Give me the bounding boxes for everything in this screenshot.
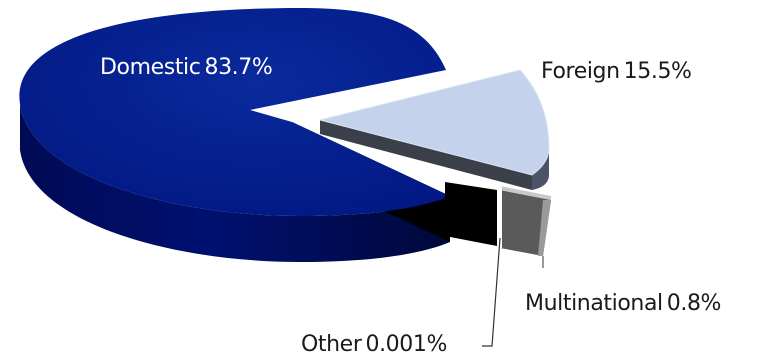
slice-foreign-side-cut <box>320 120 532 190</box>
label-domestic: Domestic 83.7% <box>100 55 272 80</box>
slice-other-face <box>445 182 497 246</box>
slice-foreign <box>319 69 550 190</box>
slice-domestic-top <box>19 8 450 216</box>
slice-multinational-side <box>500 190 551 256</box>
slice-multinational-edge <box>538 200 551 256</box>
slice-domestic <box>19 8 450 262</box>
label-other: Other 0.001% <box>301 332 447 357</box>
slice-foreign-side-rim <box>532 150 549 190</box>
slice-multinational-top <box>500 186 551 200</box>
slice-foreign-top <box>319 69 550 176</box>
slice-other-edge <box>497 186 502 248</box>
slice-other <box>445 182 502 248</box>
label-foreign: Foreign 15.5% <box>541 59 692 84</box>
label-multinational: Multinational 0.8% <box>525 291 721 316</box>
leader-line-other <box>482 237 501 347</box>
slice-domestic-side <box>20 104 450 262</box>
slice-multinational <box>500 186 551 256</box>
